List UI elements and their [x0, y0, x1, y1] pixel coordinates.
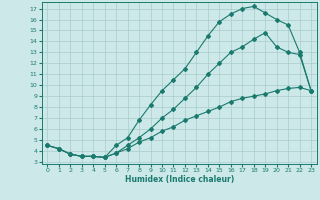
- X-axis label: Humidex (Indice chaleur): Humidex (Indice chaleur): [124, 175, 234, 184]
